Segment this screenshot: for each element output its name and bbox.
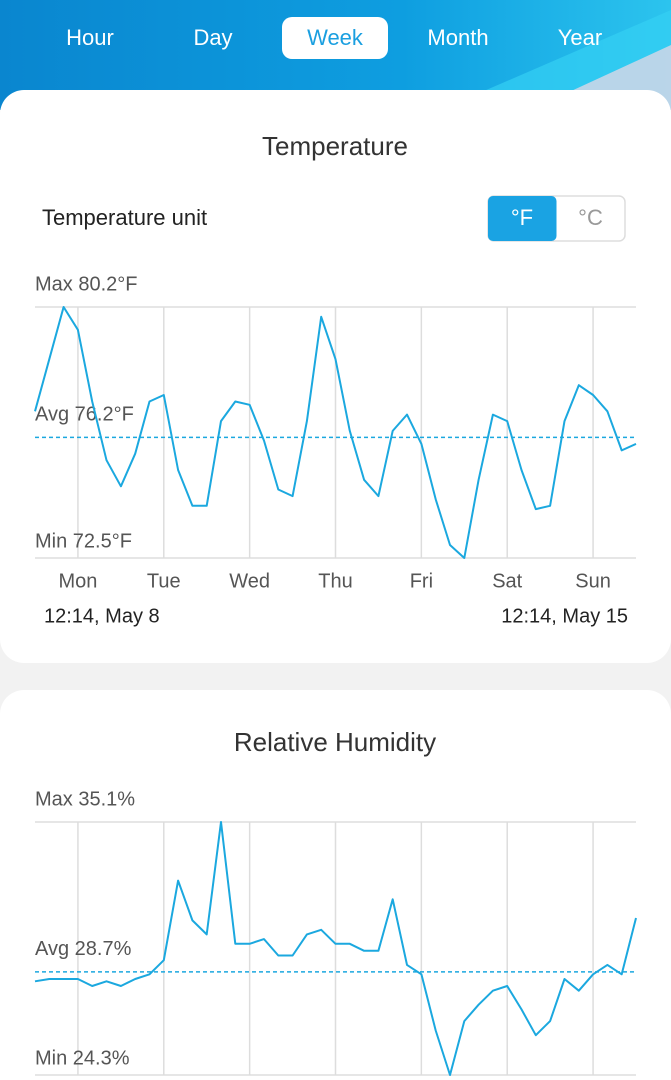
unit-label: Temperature unit (42, 205, 207, 230)
unit-selected-bg (488, 196, 557, 241)
max-label: Max 35.1% (35, 788, 135, 810)
charts: Temperature Mon Tue Wed Thu Fri Sat Sun Max 80.2… (34, 131, 637, 1076)
data-line (34, 306, 637, 559)
tab-selected-bg (282, 17, 388, 59)
chart-title: Relative Humidity (234, 727, 436, 757)
avg-label: Avg 76.2°F (35, 404, 134, 426)
x-tick-label: Tue (147, 570, 181, 592)
max-label: Max 80.2°F (35, 273, 137, 295)
tab-bar: Hour Day Week Month Year (66, 17, 602, 59)
x-tick-label: Thu (318, 570, 352, 592)
min-label: Min 72.5°F (35, 530, 132, 552)
min-label: Min 24.3% (35, 1047, 130, 1069)
tab[interactable]: Week (307, 25, 364, 50)
tab[interactable]: Hour (66, 25, 114, 50)
unit-option[interactable]: °C (578, 205, 603, 230)
x-tick-label: Sat (492, 570, 522, 592)
avg-label: Avg 28.7% (35, 938, 132, 960)
tab[interactable]: Year (558, 25, 602, 50)
x-tick-label: Sun (575, 570, 611, 592)
tab[interactable]: Month (427, 25, 488, 50)
unit-options: °F °C (488, 196, 603, 241)
start-time: 12:14, May 8 (44, 605, 160, 627)
unit-option[interactable]: °F (511, 205, 533, 230)
x-tick-label: Wed (229, 570, 270, 592)
data-line (34, 821, 637, 1076)
end-time: 12:14, May 15 (501, 605, 628, 627)
tab[interactable]: Day (193, 25, 232, 50)
x-tick-label: Fri (410, 570, 433, 592)
chart-title: Temperature (262, 131, 408, 161)
x-tick-label: Mon (58, 570, 97, 592)
